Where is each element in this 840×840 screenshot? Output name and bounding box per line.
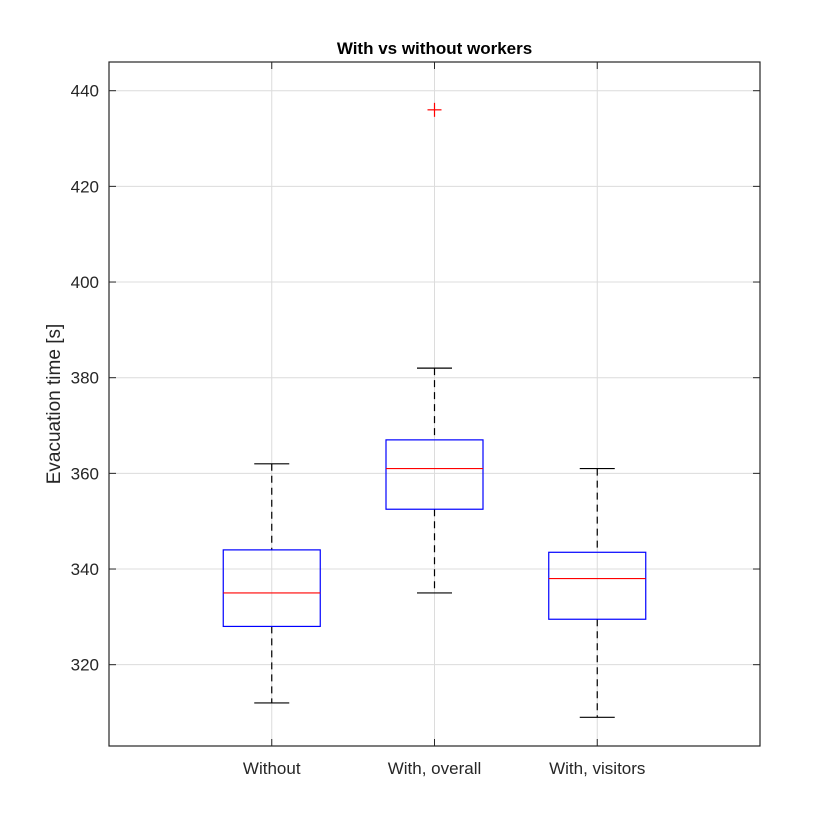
y-tick-label: 320 <box>71 656 99 675</box>
outlier-marker <box>427 102 442 117</box>
grid-lines <box>109 62 760 746</box>
x-tick-label: Without <box>243 759 301 778</box>
box-3 <box>548 467 647 718</box>
y-tick-label: 440 <box>71 82 99 101</box>
y-tick-label: 400 <box>71 273 99 292</box>
chart-title: With vs without workers <box>337 39 532 58</box>
x-tick-label: With, overall <box>388 759 482 778</box>
y-tick-label: 420 <box>71 177 99 196</box>
iqr-box <box>222 549 321 628</box>
y-tick-label: 380 <box>71 369 99 388</box>
y-tick-label: 360 <box>71 464 99 483</box>
y-axis-label: Evacuation time [s] <box>44 324 65 485</box>
axis-ticks: 320 340 360 380 400 420 440 Without With, overal… <box>71 62 760 778</box>
y-tick-label: 340 <box>71 560 99 579</box>
box-1 <box>222 463 321 704</box>
iqr-box <box>385 439 484 510</box>
x-tick-label: With, visitors <box>549 759 645 778</box>
iqr-box <box>548 551 647 620</box>
box-2 <box>385 102 484 594</box>
box-plot-series <box>222 102 647 718</box>
